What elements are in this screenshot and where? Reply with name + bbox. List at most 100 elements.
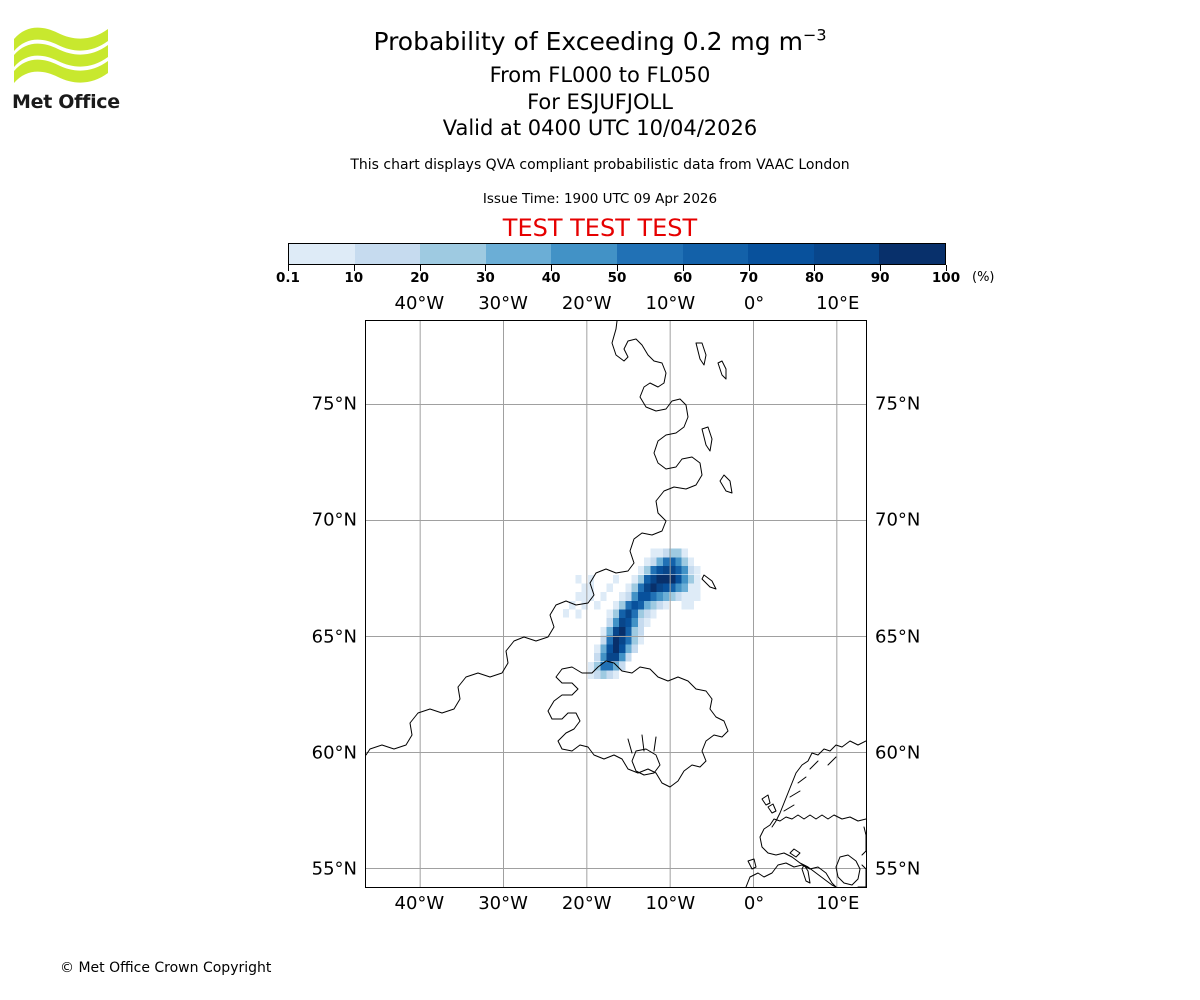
probability-cell xyxy=(612,670,620,680)
probability-cell xyxy=(625,653,632,662)
colorbar-segment-7 xyxy=(748,244,814,264)
lon-label-top-0: 40°W xyxy=(394,293,445,314)
probability-cell xyxy=(569,600,576,610)
probability-cell xyxy=(631,644,638,654)
probability-cell xyxy=(681,592,688,601)
probability-cell xyxy=(600,644,607,654)
lat-label-left-3: 70°N xyxy=(311,509,357,531)
colorbar-tick-label-10: 100 xyxy=(931,270,961,286)
probability-cell xyxy=(656,592,663,601)
probability-cell xyxy=(681,600,688,610)
probability-cell xyxy=(625,609,632,619)
probability-cell xyxy=(606,644,613,654)
flight-level-subtitle: From FL000 to FL050 xyxy=(489,63,711,87)
colorbar-segment-1 xyxy=(354,244,421,264)
norway-fjord-3 xyxy=(789,790,801,798)
probability-cell xyxy=(619,592,626,601)
probability-cell xyxy=(619,653,626,662)
colorbar-tick-label-7: 70 xyxy=(739,270,758,286)
lon-label-bottom-4: 0° xyxy=(743,893,765,914)
lat-label-right-2: 65°N xyxy=(875,626,921,648)
lat-label-right-3: 70°N xyxy=(875,509,921,531)
probability-cell xyxy=(619,618,626,627)
met-office-wave-icon xyxy=(14,27,108,83)
probability-cell xyxy=(656,548,663,558)
probability-cell xyxy=(594,661,601,671)
greenland-island-2 xyxy=(717,360,727,380)
probability-cell xyxy=(656,583,663,593)
probability-cell xyxy=(644,600,651,610)
probability-cell xyxy=(662,592,670,601)
probability-cell xyxy=(675,583,682,593)
probability-cell xyxy=(637,618,645,627)
probability-cell xyxy=(681,566,688,575)
probability-cell xyxy=(669,574,676,584)
probability-cell xyxy=(606,618,613,627)
colorbar xyxy=(288,243,946,265)
greenland-island-1 xyxy=(695,342,707,366)
probability-cell xyxy=(662,574,670,584)
lat-label-left-4: 75°N xyxy=(311,393,357,415)
probability-cell xyxy=(594,644,601,654)
probability-cell xyxy=(581,583,588,593)
probability-cell xyxy=(637,566,645,575)
probability-cell xyxy=(625,644,632,654)
lon-label-top-1: 30°W xyxy=(478,293,528,314)
iceland-detail-line-1 xyxy=(627,738,633,754)
probability-cell xyxy=(687,583,695,593)
lon-label-top-4: 0° xyxy=(743,293,765,314)
probability-cell xyxy=(587,661,595,671)
probability-cell xyxy=(669,548,676,558)
norway-fjord-2 xyxy=(797,776,807,784)
lon-label-bottom-1: 30°W xyxy=(478,893,528,914)
colorbar-gradient xyxy=(288,243,946,265)
great-britain-coastline xyxy=(745,862,837,887)
probability-cell xyxy=(625,635,632,645)
probability-cell xyxy=(681,557,688,567)
probability-cell xyxy=(612,644,620,654)
probability-cell xyxy=(600,627,607,636)
probability-cell xyxy=(606,635,613,645)
probability-cell xyxy=(669,583,676,593)
colorbar-tick-label-4: 40 xyxy=(541,270,561,286)
norway-fjord-4 xyxy=(783,804,795,812)
lat-label-right-4: 75°N xyxy=(875,393,921,415)
probability-cell xyxy=(675,592,682,601)
colorbar-tick-7 xyxy=(748,265,750,271)
probability-cell xyxy=(581,600,588,610)
lon-label-bottom-5: 10°E xyxy=(816,893,860,914)
probability-cell xyxy=(662,566,670,575)
probability-cell xyxy=(687,592,695,601)
probability-cell xyxy=(662,600,670,610)
probability-cell xyxy=(619,600,626,610)
probability-cell xyxy=(625,627,632,636)
probability-cell xyxy=(687,574,695,584)
faroe-islands xyxy=(761,794,771,806)
probability-cell xyxy=(600,592,607,601)
colorbar-segment-5 xyxy=(616,244,683,264)
probability-cell xyxy=(631,635,638,645)
colorbar-tick-label-1: 10 xyxy=(344,270,364,286)
colorbar-segment-4 xyxy=(551,244,617,264)
iceland-inland-detail xyxy=(631,748,661,776)
probability-cell xyxy=(625,600,632,610)
probability-cell xyxy=(594,600,601,610)
greenland-island-4 xyxy=(719,474,733,494)
probability-cell xyxy=(606,661,613,671)
probability-cell xyxy=(625,618,632,627)
volcano-subtitle: For ESJUFJOLL xyxy=(527,90,673,114)
probability-cell xyxy=(612,618,620,627)
probability-cell xyxy=(675,557,682,567)
colorbar-tick-6 xyxy=(682,265,684,271)
probability-cell xyxy=(612,627,620,636)
probability-cell xyxy=(637,600,645,610)
colorbar-tick-2 xyxy=(419,265,421,271)
copyright-notice: © Met Office Crown Copyright xyxy=(60,960,272,976)
map-plot-area[interactable] xyxy=(365,320,867,888)
probability-cell xyxy=(694,574,701,584)
probability-cell xyxy=(575,574,582,584)
probability-cell xyxy=(637,574,645,584)
probability-cell xyxy=(631,627,638,636)
norway-fjord-1 xyxy=(809,760,819,770)
colorbar-unit-label: (%) xyxy=(972,270,995,285)
